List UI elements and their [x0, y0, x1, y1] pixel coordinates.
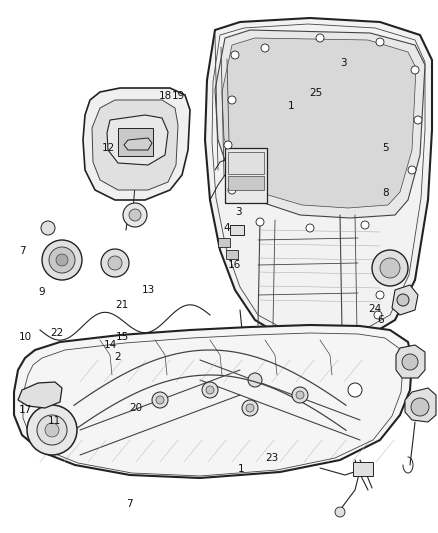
Circle shape — [228, 96, 236, 104]
Text: 1: 1 — [237, 464, 244, 474]
Bar — [218, 238, 230, 247]
Bar — [226, 250, 238, 259]
Text: 22: 22 — [50, 328, 64, 338]
Circle shape — [411, 66, 419, 74]
Circle shape — [37, 415, 67, 445]
Text: 24: 24 — [368, 304, 381, 314]
Text: 6: 6 — [378, 315, 385, 325]
Circle shape — [261, 44, 269, 52]
Circle shape — [49, 247, 75, 273]
Circle shape — [402, 354, 418, 370]
Polygon shape — [205, 18, 432, 340]
Circle shape — [256, 218, 264, 226]
Text: 19: 19 — [172, 91, 185, 101]
Text: 13: 13 — [142, 286, 155, 295]
Circle shape — [231, 51, 239, 59]
Text: 5: 5 — [382, 143, 389, 153]
Bar — [230, 225, 244, 235]
Bar — [225, 148, 267, 203]
Circle shape — [414, 116, 422, 124]
Polygon shape — [14, 325, 412, 478]
Circle shape — [361, 221, 369, 229]
Circle shape — [152, 392, 168, 408]
Bar — [353, 462, 373, 476]
Bar — [118, 128, 153, 156]
Circle shape — [45, 423, 59, 437]
Circle shape — [376, 291, 384, 299]
Circle shape — [108, 256, 122, 270]
Circle shape — [101, 249, 129, 277]
Text: 3: 3 — [235, 207, 242, 217]
Text: 16: 16 — [228, 260, 241, 270]
Polygon shape — [124, 138, 152, 150]
Bar — [228, 176, 264, 190]
Circle shape — [316, 34, 324, 42]
Text: 23: 23 — [265, 454, 278, 463]
Circle shape — [206, 386, 214, 394]
Circle shape — [397, 294, 409, 306]
Circle shape — [123, 203, 147, 227]
Text: 17: 17 — [19, 406, 32, 415]
Circle shape — [306, 224, 314, 232]
Polygon shape — [215, 30, 425, 218]
Polygon shape — [396, 345, 425, 378]
Polygon shape — [222, 38, 416, 208]
Text: 8: 8 — [382, 188, 389, 198]
Text: 18: 18 — [159, 91, 172, 101]
Text: 12: 12 — [102, 143, 115, 153]
Text: 11: 11 — [48, 416, 61, 426]
Circle shape — [156, 396, 164, 404]
Text: 4: 4 — [223, 223, 230, 233]
Circle shape — [372, 250, 408, 286]
Circle shape — [228, 186, 236, 194]
Polygon shape — [92, 100, 178, 190]
Text: 21: 21 — [115, 300, 128, 310]
Circle shape — [42, 240, 82, 280]
Circle shape — [56, 254, 68, 266]
Text: 14: 14 — [104, 341, 117, 350]
Circle shape — [129, 209, 141, 221]
Text: 1: 1 — [288, 101, 295, 110]
Bar — [228, 152, 264, 174]
Circle shape — [348, 383, 362, 397]
Polygon shape — [83, 88, 190, 200]
Circle shape — [411, 398, 429, 416]
Polygon shape — [405, 388, 436, 422]
Circle shape — [408, 166, 416, 174]
Circle shape — [246, 404, 254, 412]
Circle shape — [41, 221, 55, 235]
Text: 7: 7 — [126, 499, 133, 508]
Polygon shape — [107, 115, 168, 165]
Text: 25: 25 — [310, 88, 323, 98]
Circle shape — [242, 400, 258, 416]
Circle shape — [202, 382, 218, 398]
Text: 15: 15 — [116, 332, 129, 342]
Polygon shape — [392, 285, 418, 315]
Text: 3: 3 — [340, 58, 347, 68]
Circle shape — [296, 391, 304, 399]
Circle shape — [376, 38, 384, 46]
Circle shape — [374, 311, 382, 319]
Text: 9: 9 — [38, 287, 45, 297]
Circle shape — [380, 258, 400, 278]
Text: 20: 20 — [129, 403, 142, 413]
Text: 7: 7 — [19, 246, 26, 255]
Text: 10: 10 — [19, 332, 32, 342]
Circle shape — [248, 373, 262, 387]
Circle shape — [335, 507, 345, 517]
Text: 2: 2 — [114, 352, 121, 362]
Circle shape — [224, 141, 232, 149]
Circle shape — [27, 405, 77, 455]
Polygon shape — [18, 382, 62, 408]
Circle shape — [292, 387, 308, 403]
